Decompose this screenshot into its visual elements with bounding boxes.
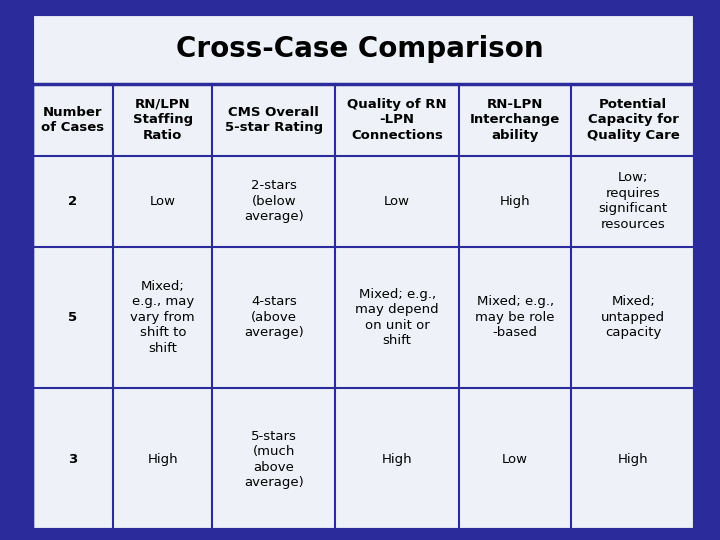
Text: Potential
Capacity for
Quality Care: Potential Capacity for Quality Care bbox=[587, 98, 680, 142]
Text: Low;
requires
significant
resources: Low; requires significant resources bbox=[598, 171, 667, 231]
Text: CMS Overall
5-star Rating: CMS Overall 5-star Rating bbox=[225, 105, 323, 134]
Text: 5: 5 bbox=[68, 311, 78, 324]
Text: Mixed;
untapped
capacity: Mixed; untapped capacity bbox=[601, 295, 665, 340]
Text: High: High bbox=[618, 453, 649, 466]
Text: RN-LPN
Interchange
ability: RN-LPN Interchange ability bbox=[470, 98, 560, 142]
Text: Quality of RN
-LPN
Connections: Quality of RN -LPN Connections bbox=[347, 98, 447, 142]
Text: 3: 3 bbox=[68, 453, 78, 466]
Text: High: High bbox=[148, 453, 178, 466]
Text: Mixed; e.g.,
may depend
on unit or
shift: Mixed; e.g., may depend on unit or shift bbox=[355, 288, 439, 347]
Text: Mixed; e.g.,
may be role
-based: Mixed; e.g., may be role -based bbox=[475, 295, 555, 340]
Text: Low: Low bbox=[502, 453, 528, 466]
Text: Low: Low bbox=[384, 194, 410, 208]
Text: 2-stars
(below
average): 2-stars (below average) bbox=[244, 179, 304, 223]
Text: 4-stars
(above
average): 4-stars (above average) bbox=[244, 295, 304, 340]
Text: High: High bbox=[382, 453, 413, 466]
Text: Cross-Case Comparison: Cross-Case Comparison bbox=[176, 35, 544, 63]
Text: Mixed;
e.g., may
vary from
shift to
shift: Mixed; e.g., may vary from shift to shif… bbox=[130, 280, 195, 355]
Text: 5-stars
(much
above
average): 5-stars (much above average) bbox=[244, 430, 304, 489]
Text: 2: 2 bbox=[68, 194, 78, 208]
Text: Low: Low bbox=[150, 194, 176, 208]
Text: High: High bbox=[500, 194, 531, 208]
Text: Number
of Cases: Number of Cases bbox=[41, 105, 104, 134]
Text: RN/LPN
Staffing
Ratio: RN/LPN Staffing Ratio bbox=[132, 98, 193, 142]
